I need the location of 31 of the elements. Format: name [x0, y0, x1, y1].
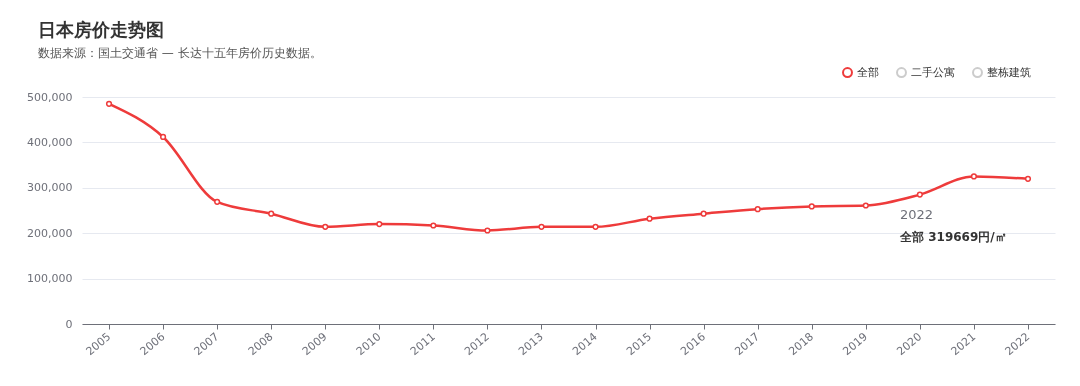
point [592, 223, 599, 230]
point [214, 198, 221, 205]
annotation: 全部 319669円/㎡ [899, 230, 1007, 244]
point [916, 191, 923, 198]
chart-subtitle: 数据来源：国土交通省 — 长达十五年房价历史数据。 [38, 46, 322, 60]
point [105, 100, 113, 107]
point [808, 203, 815, 210]
point [159, 133, 167, 141]
point [538, 223, 545, 230]
point [970, 173, 978, 180]
legend-label: 整栋建筑 [987, 65, 1031, 79]
y-tick-label: 100,000 [27, 272, 73, 286]
point [646, 215, 653, 222]
point [862, 202, 869, 209]
point [430, 222, 437, 229]
y-tick-label: 200,000 [27, 226, 73, 240]
point [1024, 175, 1032, 182]
point [268, 210, 275, 217]
legend-label: 全部 [857, 65, 879, 79]
point [754, 206, 761, 213]
chart-title: 日本房价走势图 [38, 19, 164, 40]
point [484, 227, 491, 234]
annotation: 2022 [900, 207, 934, 222]
point [700, 210, 707, 217]
point [376, 221, 383, 228]
legend-label: 二手公寓 [911, 65, 955, 79]
point [322, 223, 329, 230]
y-tick-label: 300,000 [27, 181, 73, 195]
y-tick-label: 500,000 [27, 90, 73, 104]
y-tick-label: 400,000 [27, 135, 73, 149]
y-tick-label: 0 [65, 317, 73, 331]
